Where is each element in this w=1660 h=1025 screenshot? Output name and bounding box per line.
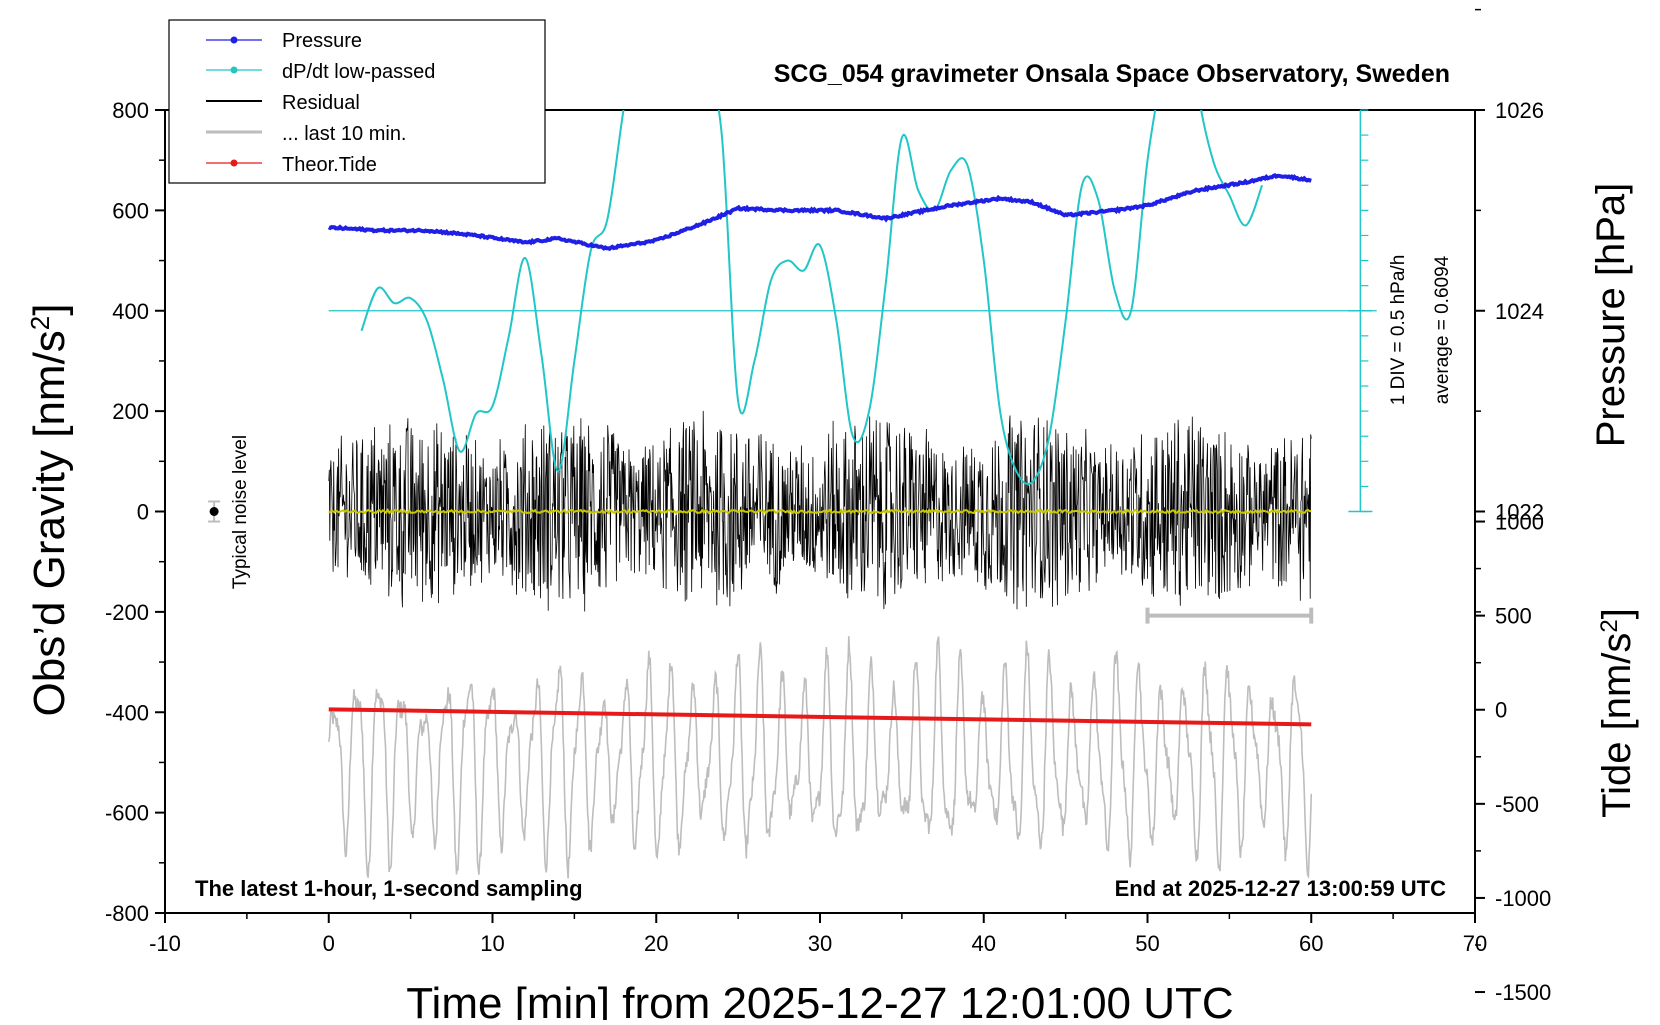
tide-tick-label-2: 0 [1495,698,1507,723]
x-tick-label-6: 50 [1135,931,1159,956]
noise-trace-series [328,507,1312,515]
pressure-tick-label-0: 1026 [1495,98,1544,123]
ticks-layer: -10 0 10 20 30 40 50 60 70 800 600 400 200 0 -200 -400 -… [105,8,1551,1005]
y-tick-label-4: 0 [137,500,149,525]
x-tick-label-7: 60 [1299,931,1323,956]
legend: Pressure dP/dt low-passed Residual ... l… [168,19,546,184]
tide-axis-title: Tide [nm/s2] [1595,608,1639,818]
x-tick-label-5: 40 [972,931,996,956]
average-label: average = 0.6094 [1432,255,1453,404]
legend-marker-pressure [230,36,238,44]
legend-label-dpdt: dP/dt low-passed [282,61,435,83]
y-tick-label-1: 600 [112,198,149,223]
pressure-axis-title: Pressure [hPa] [1589,183,1633,448]
end-time-note: End at 2025-12-27 13:00:59 UTC [1115,876,1446,901]
x-tick-label-1: 0 [323,931,335,956]
legend-item-dpdt: dP/dt low-passed [206,61,435,83]
legend-label-tide: Theor.Tide [282,154,377,176]
y-tick-label-0: 800 [112,98,149,123]
pressure-line [327,172,1312,252]
y-tick-label-7: -600 [105,801,149,826]
residual-line [328,410,1312,612]
legend-item-residual: Residual [206,92,360,114]
sampling-note: The latest 1-hour, 1-second sampling [195,876,583,901]
theor-tide-series [328,707,1312,727]
x-axis-title: Time [min] from 2025-12-27 12:01:00 UTC [406,979,1233,1020]
tide-tick-label-1: 500 [1495,604,1532,629]
legend-item-pressure: Pressure [206,30,362,52]
pressure-series [327,172,1312,252]
last-10-min-line [328,636,1313,880]
tide-tick-label-5: -1500 [1495,980,1551,1005]
last-10-min-series [328,636,1313,880]
chart-title: SCG_054 gravimeter Onsala Space Observat… [774,60,1450,88]
noise-level-label: Typical noise level [230,435,251,589]
marker-layer [208,500,1314,624]
noise-trace-line [328,507,1312,515]
theor-tide-line [328,707,1312,727]
x-tick-label-2: 10 [480,931,504,956]
legend-label-pressure: Pressure [282,30,362,52]
x-tick-label-3: 20 [644,931,668,956]
dpdt-series [360,110,1264,485]
legend-marker-tide [230,159,238,167]
legend-label-last10: ... last 10 min. [282,123,407,145]
y-tick-label-6: -400 [105,700,149,725]
x-tick-label-4: 30 [808,931,832,956]
legend-marker-dpdt [230,66,238,74]
residual-series [328,410,1312,612]
legend-label-residual: Residual [282,92,360,114]
y-tick-label-3: 200 [112,399,149,424]
x-tick-label-0: -10 [149,931,181,956]
pressure-tick-label-1: 1024 [1495,299,1544,324]
y-tick-label-2: 400 [112,299,149,324]
y-tick-label-5: -200 [105,600,149,625]
tide-tick-label-0: 1000 [1495,510,1544,535]
noise-marker-point [209,507,219,516]
reference-layer [328,109,1377,513]
dpdt-line [360,110,1264,485]
div-label: 1 DIV = 0.5 hPa/h [1388,255,1409,406]
tide-tick-label-4: -1000 [1495,886,1551,911]
legend-item-tide: Theor.Tide [206,154,377,176]
y-tick-label-8: -800 [105,901,149,926]
legend-item-last10: ... last 10 min. [206,123,407,145]
y-axis-title: Obs’d Gravity [nm/s2] [25,303,74,716]
x-tick-label-8: 70 [1463,931,1487,956]
tide-tick-label-3: -500 [1495,792,1539,817]
pressure-tick-label-2: 1022 [1495,500,1544,525]
